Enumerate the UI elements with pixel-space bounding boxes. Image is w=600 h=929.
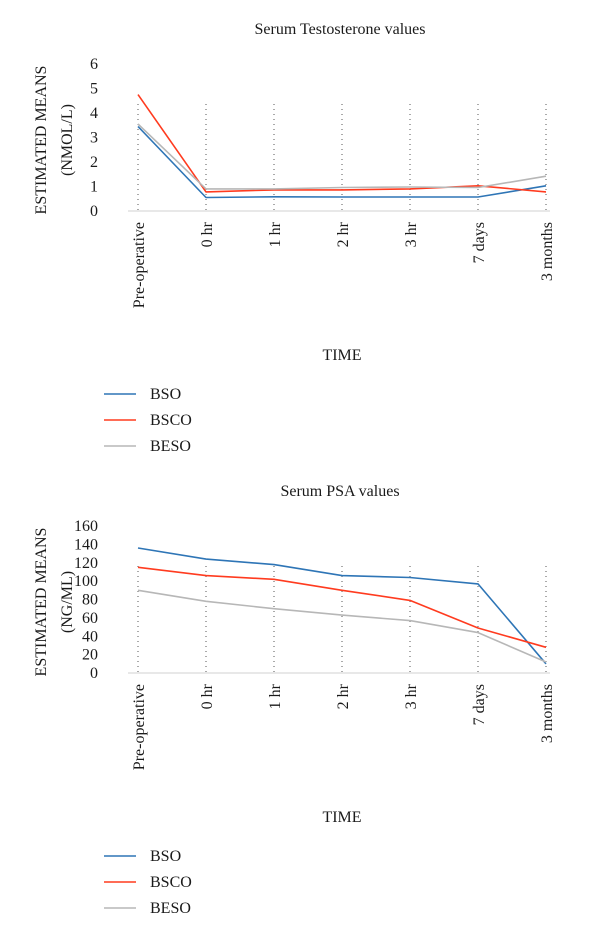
- legend-label-bso: BSO: [150, 386, 181, 403]
- y-axis-label: (NMOL/L): [59, 104, 76, 176]
- x-tick-label-2-hr: 2 hr: [335, 221, 352, 247]
- y-tick-label: 3: [90, 130, 98, 147]
- y-tick-label: 5: [90, 81, 98, 98]
- y-tick-label: 20: [82, 647, 98, 664]
- y-tick-label: 100: [74, 573, 98, 590]
- legend-label-bsco: BSCO: [150, 412, 192, 429]
- x-tick-label-1-hr: 1 hr: [267, 221, 284, 247]
- psa-chart-panel: Serum PSA values ESTIMATED MEANS (NG/ML) 0 2…: [0, 462, 600, 924]
- y-tick-label: 40: [82, 628, 98, 645]
- legend-label-beso: BESO: [150, 900, 191, 917]
- x-tick-label-7-days: 7 days: [471, 684, 488, 725]
- y-tick-label: 60: [82, 610, 98, 627]
- x-axis-label: TIME: [322, 347, 361, 364]
- series-line-beso: [137, 123, 547, 190]
- x-tick-label-0-hr: 0 hr: [199, 683, 216, 709]
- y-tick-label: 2: [90, 154, 98, 171]
- x-tick-label-3-months: 3 months: [539, 222, 556, 281]
- legend-label-bsco: BSCO: [150, 874, 192, 891]
- x-tick-label-pre-operative: Pre-operative: [131, 684, 148, 770]
- series-line-bso: [137, 125, 547, 199]
- y-axis-label: ESTIMATED MEANS: [33, 528, 50, 677]
- x-tick-label-7-days: 7 days: [471, 222, 488, 263]
- y-tick-label: 80: [82, 592, 98, 609]
- legend-label-bso: BSO: [150, 848, 181, 865]
- y-axis-label: ESTIMATED MEANS: [33, 66, 50, 215]
- y-axis-label: (NG/ML): [59, 571, 76, 633]
- testosterone-chart: Serum Testosterone values ESTIMATED MEANS…: [33, 21, 556, 455]
- y-tick-label: 120: [74, 555, 98, 572]
- y-tick-label: 0: [90, 203, 98, 220]
- x-tick-label-3-hr: 3 hr: [403, 683, 420, 709]
- y-tick-label: 1: [90, 179, 98, 196]
- x-tick-label-2-hr: 2 hr: [335, 683, 352, 709]
- x-axis-label: TIME: [322, 809, 361, 826]
- x-tick-label-1-hr: 1 hr: [267, 683, 284, 709]
- y-tick-label: 140: [74, 536, 98, 553]
- series-line-bso: [137, 547, 547, 665]
- testosterone-chart-panel: Serum Testosterone values ESTIMATED MEANS…: [0, 0, 600, 462]
- y-tick-label: 0: [90, 665, 98, 682]
- y-tick-label: 4: [90, 105, 98, 122]
- chart-title: Serum PSA values: [280, 483, 399, 500]
- y-tick-label: 6: [90, 56, 98, 73]
- x-tick-label-3-hr: 3 hr: [403, 221, 420, 247]
- x-tick-label-0-hr: 0 hr: [199, 221, 216, 247]
- series-line-bsco: [137, 94, 547, 193]
- legend-label-beso: BESO: [150, 438, 191, 455]
- x-tick-label-pre-operative: Pre-operative: [131, 222, 148, 308]
- series-line-beso: [137, 589, 547, 663]
- x-tick-label-3-months: 3 months: [539, 684, 556, 743]
- series-line-bsco: [137, 566, 547, 649]
- chart-title: Serum Testosterone values: [255, 21, 426, 38]
- y-tick-label: 160: [74, 518, 98, 535]
